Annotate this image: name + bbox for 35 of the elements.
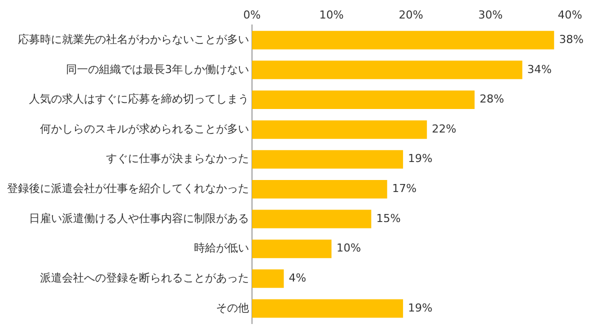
bar bbox=[252, 299, 404, 318]
data-label: 28% bbox=[480, 92, 504, 106]
data-label: 38% bbox=[559, 32, 584, 46]
x-tick-label: 20% bbox=[398, 8, 424, 22]
y-tick-label: 日雇い派遣働ける人や仕事内容に制限がある bbox=[29, 212, 249, 225]
y-tick-label: 何かしらのスキルが求められることが多い bbox=[40, 122, 249, 136]
y-tick-label: 応募時に就業先の社名がわからないことが多い bbox=[18, 32, 249, 46]
y-tick-label: 時給が低い bbox=[194, 242, 249, 255]
y-tick-label: その他 bbox=[216, 301, 249, 314]
y-tick-label: 同一の組織では最長3年しか働けない bbox=[66, 62, 249, 76]
bar bbox=[252, 240, 332, 258]
x-tick-label: 0% bbox=[243, 8, 261, 22]
bar bbox=[252, 60, 522, 80]
x-tick-label: 40% bbox=[558, 8, 582, 22]
data-label: 19% bbox=[408, 301, 433, 314]
x-tick-label: 10% bbox=[319, 8, 344, 22]
data-label: 22% bbox=[432, 122, 456, 136]
bar bbox=[252, 269, 284, 288]
y-tick-label: 派遣会社への登録を断られることがあった bbox=[40, 272, 249, 285]
x-tick-label: 30% bbox=[478, 8, 503, 22]
data-label: 10% bbox=[336, 242, 361, 255]
bar bbox=[252, 30, 554, 50]
bar bbox=[252, 120, 427, 139]
y-tick-label: 登録後に派遣会社が仕事を紹介してくれなかった bbox=[7, 182, 249, 196]
bar bbox=[252, 90, 475, 109]
bar bbox=[252, 180, 388, 198]
y-tick-label: 人気の求人はすぐに応募を締め切ってしまう bbox=[29, 92, 249, 106]
data-label: 17% bbox=[392, 182, 417, 196]
data-label: 19% bbox=[408, 152, 433, 166]
y-tick-label: すぐに仕事が決まらなかった bbox=[106, 152, 249, 166]
data-label: 15% bbox=[376, 212, 401, 225]
data-label: 4% bbox=[288, 272, 306, 285]
data-label: 34% bbox=[527, 62, 552, 76]
bar bbox=[252, 210, 372, 228]
bar bbox=[252, 150, 404, 169]
